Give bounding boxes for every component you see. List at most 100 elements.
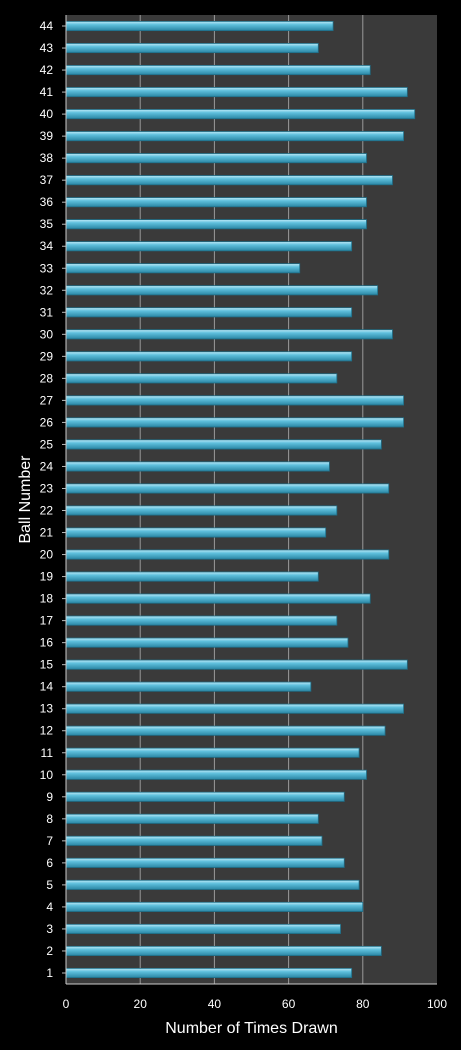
bar-ball-28 [65,373,338,384]
y-tick-label: 41 [40,85,54,99]
bar-ball-26 [65,417,405,428]
bar-ball-7 [65,835,323,846]
y-tick-label: 5 [46,878,53,892]
y-tick-label: 8 [46,812,53,826]
bar-ball-3 [65,923,341,934]
x-tick-labels: 0 20 40 60 80 100 [63,997,448,1011]
bar-ball-30 [65,329,393,340]
y-tick-label: 26 [40,415,54,429]
y-tick-label: 40 [40,107,54,121]
y-tick-label: 34 [40,239,54,253]
bar-ball-23 [65,483,390,494]
bar-ball-8 [65,813,319,824]
y-tick-label: 38 [40,151,54,165]
y-tick-label: 37 [40,173,54,187]
y-tick-label: 30 [40,327,54,341]
x-tick-label: 0 [63,997,70,1011]
bar-ball-6 [65,857,345,868]
bar-ball-2 [65,945,382,956]
bar-ball-40 [65,109,416,120]
x-tick-label: 100 [427,997,447,1011]
bar-ball-10 [65,769,367,780]
y-axis-title: Ball Number [17,455,34,544]
bar-ball-5 [65,879,360,890]
y-tick-label: 18 [40,592,54,606]
bar-ball-4 [65,901,364,912]
bar-ball-17 [65,615,338,626]
y-tick-label: 44 [40,19,54,33]
bar-ball-19 [65,571,319,582]
bar-ball-14 [65,681,312,692]
y-tick-label: 17 [40,614,54,628]
x-tick-label: 40 [208,997,222,1011]
bar-ball-27 [65,395,405,406]
x-axis-title: Number of Times Drawn [165,1020,338,1037]
y-tick-label: 32 [40,283,54,297]
y-tick-label: 22 [40,504,54,518]
bar-ball-22 [65,505,338,516]
x-tick-label: 20 [134,997,148,1011]
bar-ball-20 [65,549,390,560]
bar-ball-44 [65,20,334,32]
y-tick-label: 19 [40,570,54,584]
y-tick-label: 10 [40,768,54,782]
bar-ball-36 [65,197,367,208]
y-tick-label: 3 [46,922,53,936]
y-tick-label: 21 [40,526,54,540]
y-tick-label: 31 [40,305,54,319]
bar-ball-43 [65,43,319,54]
bar-ball-9 [65,791,345,802]
bar-ball-21 [65,527,327,538]
y-tick-label: 16 [40,636,54,650]
y-tick-label: 2 [46,944,53,958]
y-tick-label: 15 [40,658,54,672]
bar-ball-32 [65,285,379,296]
bar-ball-13 [65,703,405,714]
y-tick-label: 39 [40,129,54,143]
y-tick-label: 9 [46,790,53,804]
y-tick-label: 27 [40,393,54,407]
y-tick-label: 11 [41,746,54,760]
y-tick-label: 7 [46,834,53,848]
y-tick-label: 20 [40,548,54,562]
x-tick-label: 80 [356,997,370,1011]
bar-ball-12 [65,725,386,736]
y-tick-label: 42 [40,63,54,77]
y-tick-label: 6 [46,856,53,870]
bar-ball-33 [65,263,301,274]
y-tick-label: 24 [40,459,54,473]
y-tick-label: 12 [40,724,54,738]
y-tick-label: 4 [46,900,53,914]
bar-ball-42 [65,65,371,76]
bar-ball-34 [65,241,353,252]
bar-ball-37 [65,175,393,186]
bar-ball-25 [65,439,382,450]
x-tick-label: 60 [282,997,296,1011]
y-tick-labels: 1234567891011121314151617181920212223242… [40,19,66,980]
y-tick-label: 13 [40,702,54,716]
axes [65,15,437,985]
y-tick-label: 33 [40,261,54,275]
bar-ball-35 [65,219,367,230]
y-tick-label: 35 [40,217,54,231]
y-tick-label: 14 [40,680,54,694]
bar-ball-1 [65,967,353,979]
y-tick-label: 36 [40,195,54,209]
bar-ball-11 [65,747,360,758]
bar-ball-18 [65,593,371,604]
bar-ball-39 [65,131,405,142]
y-tick-label: 23 [40,481,54,495]
y-tick-label: 28 [40,371,54,385]
bar-ball-31 [65,307,353,318]
bar-ball-29 [65,351,353,362]
y-tick-label: 43 [40,41,54,55]
y-tick-label: 1 [46,966,53,980]
y-tick-label: 29 [40,349,54,363]
bar-ball-38 [65,153,367,164]
bar-ball-24 [65,461,330,472]
bar-ball-15 [65,659,408,670]
bar-ball-16 [65,637,349,648]
bar-ball-41 [65,87,408,98]
y-tick-label: 25 [40,437,54,451]
